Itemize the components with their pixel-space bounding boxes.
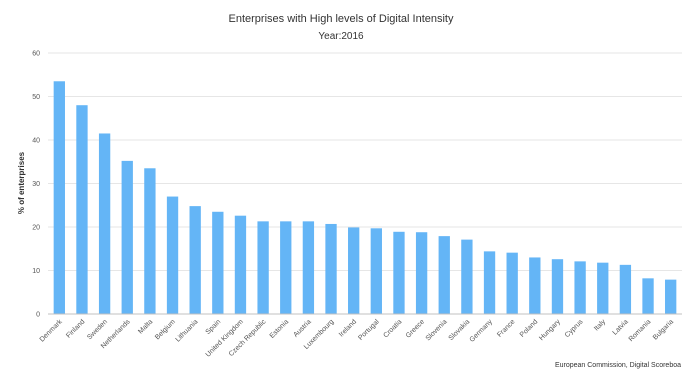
- x-tick-label: France: [496, 318, 516, 338]
- bar-hungary: [551, 259, 564, 314]
- bar-estonia: [280, 221, 292, 314]
- chart-title: Enterprises with High levels of Digital …: [229, 13, 454, 25]
- bar-france: [506, 252, 518, 314]
- y-tick-label: 50: [32, 94, 40, 101]
- bar-germany: [483, 251, 496, 314]
- x-tick-label: Italy: [593, 318, 607, 332]
- bar-romania: [642, 278, 654, 314]
- x-tick-label: Slovenia: [425, 318, 449, 342]
- x-tick-label: Germany: [469, 318, 495, 344]
- y-tick-label: 40: [32, 138, 40, 145]
- y-tick-label: 20: [32, 225, 40, 232]
- chart-subtitle: Year:2016: [318, 31, 364, 42]
- bar-luxembourg: [325, 223, 337, 314]
- bar-latvia: [619, 264, 632, 314]
- x-tick-label: Romania: [628, 318, 653, 343]
- x-tick-label: Hungary: [538, 318, 562, 342]
- y-tick-label: 10: [32, 268, 40, 275]
- x-tick-label: Malta: [137, 318, 154, 335]
- bar-greece: [415, 232, 428, 314]
- bar-lithuania: [189, 206, 201, 314]
- bar-finland: [76, 105, 88, 314]
- bar-sweden: [98, 133, 111, 314]
- y-tick-label: 60: [32, 51, 40, 58]
- bar-malta: [144, 168, 156, 314]
- x-tick-label: Portugal: [357, 318, 381, 342]
- bar-netherlands: [121, 160, 133, 314]
- y-axis-ticks: 0 10 20 30 40 50 60: [32, 51, 40, 319]
- x-tick-label: Bulgaria: [652, 318, 675, 341]
- chart-credit: European Commission, Digital Scoreboa: [555, 362, 681, 369]
- x-tick-label: Spain: [205, 318, 223, 336]
- x-tick-label: Denmark: [39, 318, 64, 343]
- bar-denmark: [53, 81, 65, 315]
- bar-cyprus: [574, 261, 586, 314]
- bar-czech-republic: [257, 221, 269, 314]
- grid: [48, 52, 682, 271]
- x-tick-label: Greece: [405, 318, 426, 339]
- bar-spain: [212, 211, 224, 314]
- x-tick-label: Lithuania: [175, 318, 200, 343]
- bar-italy: [597, 262, 609, 314]
- x-tick-label: Latvia: [612, 318, 630, 336]
- x-tick-label: Croatia: [382, 318, 403, 339]
- bar-poland: [529, 257, 541, 314]
- bar-slovenia: [438, 236, 450, 314]
- x-tick-label: Ireland: [338, 318, 358, 338]
- bar-slovakia: [461, 239, 473, 314]
- x-tick-label: Finland: [65, 318, 86, 339]
- bar-belgium: [166, 196, 179, 314]
- bar-united-kingdom: [234, 215, 247, 314]
- bars: [53, 81, 677, 315]
- y-axis-label: % of enterprises: [17, 151, 26, 214]
- bar-portugal: [370, 228, 382, 314]
- y-tick-label: 0: [36, 312, 40, 319]
- bar-ireland: [348, 227, 360, 314]
- x-tick-label: Cyprus: [564, 318, 585, 339]
- bar-austria: [302, 221, 315, 314]
- x-tick-label: Poland: [519, 318, 539, 338]
- x-tick-label: Austria: [292, 318, 312, 338]
- x-tick-label: Belgium: [154, 318, 177, 341]
- x-tick-label: Estonia: [269, 318, 291, 340]
- x-tick-label: Sweden: [86, 318, 109, 341]
- bar-croatia: [393, 231, 405, 314]
- y-tick-label: 30: [32, 181, 40, 188]
- bar-bulgaria: [665, 279, 677, 314]
